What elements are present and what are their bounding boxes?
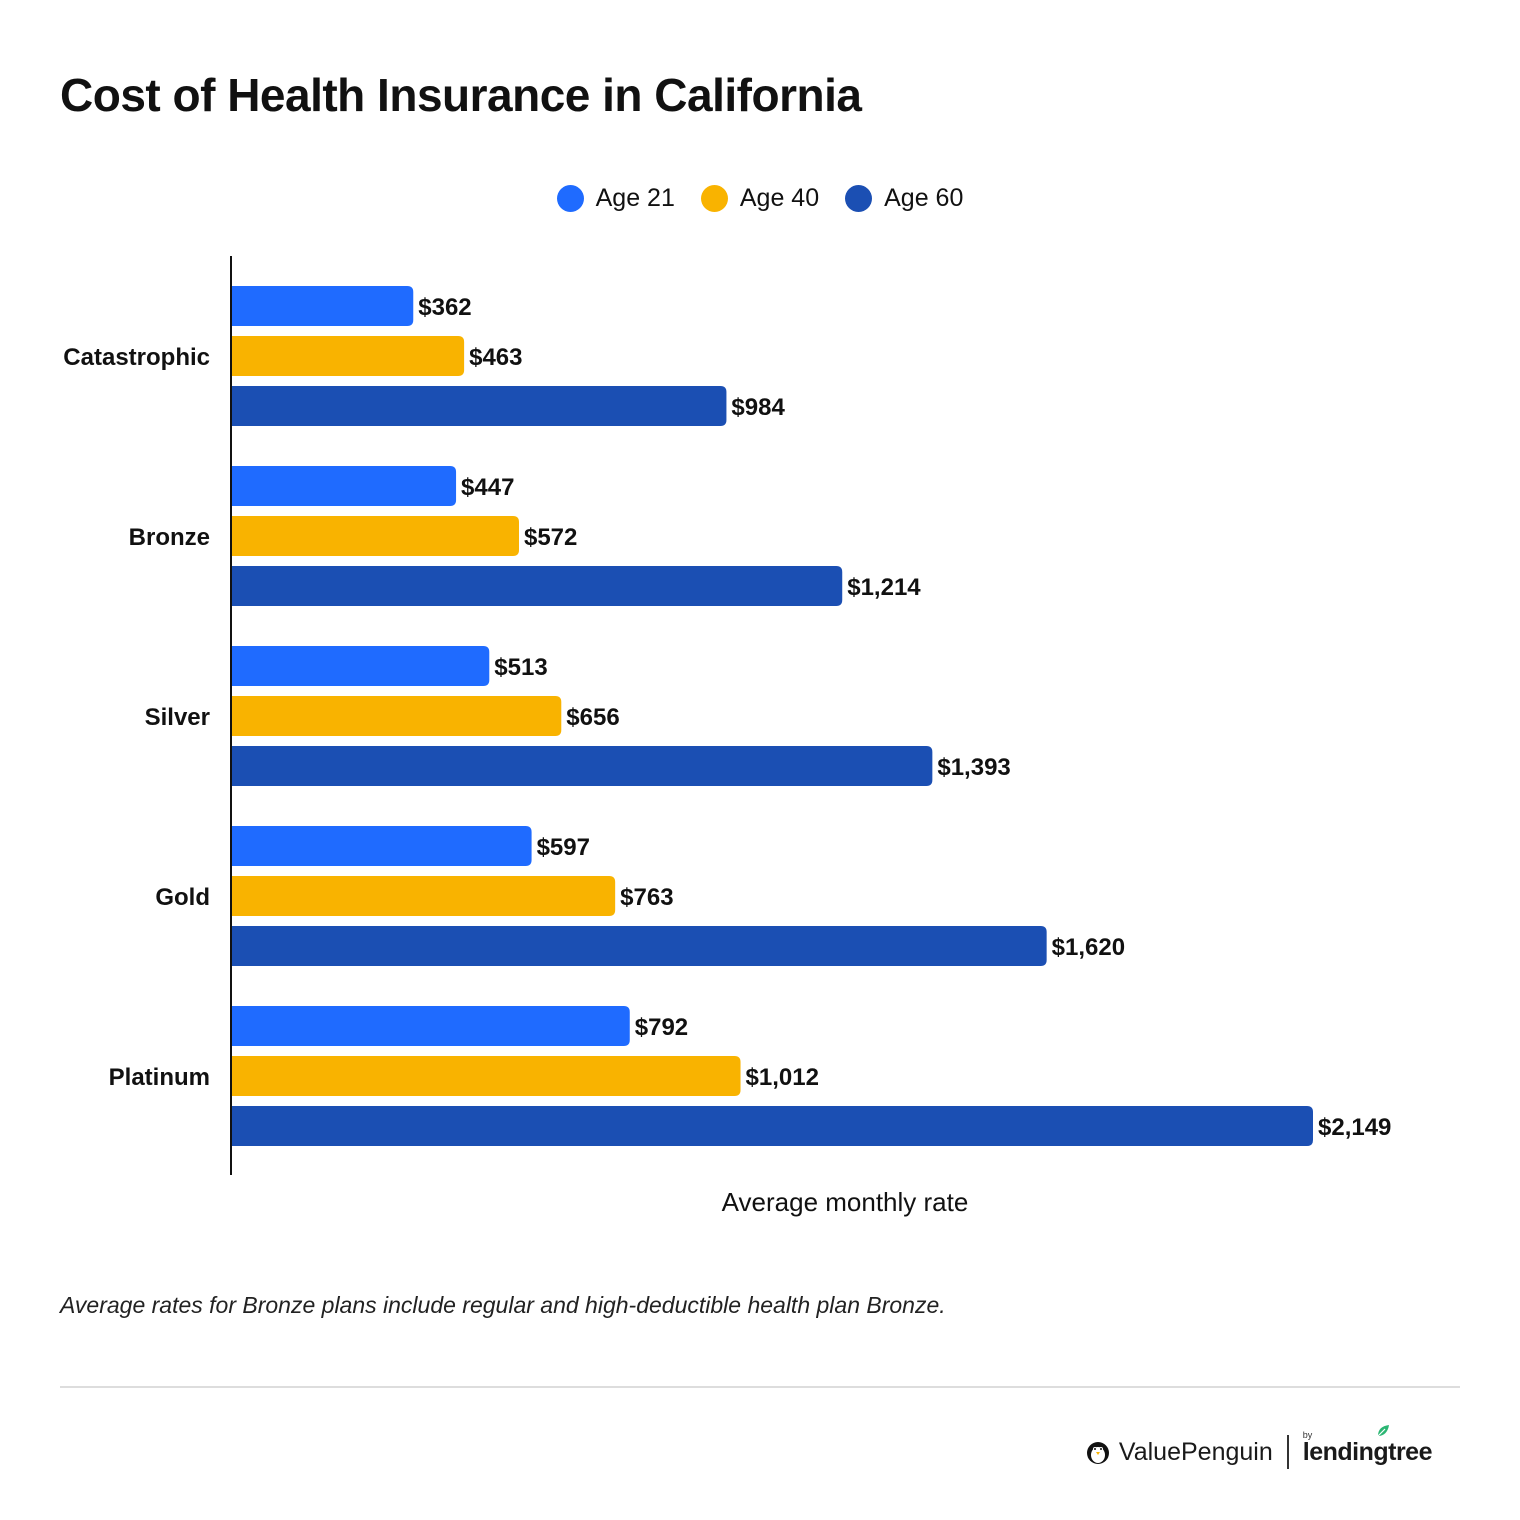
legend-item-age-60: Age 60 [845,184,963,213]
data-label-silver-age-60: $1,393 [937,754,1010,781]
legend-swatch-age-21 [556,185,584,212]
chart-legend: Age 21 Age 40 Age 60 [0,184,1520,213]
bar-bronze-age-60 [231,566,843,606]
legend-label-age-40: Age 40 [739,184,820,212]
bar-gold-age-60 [231,926,1047,966]
brand-separator [1286,1435,1289,1469]
legend-swatch-age-40 [700,185,728,212]
chart-footnote: Average rates for Bronze plans include r… [60,1292,946,1318]
bar-catastrophic-age-60 [231,386,727,426]
bar-catastrophic-age-40 [231,336,465,376]
chart-title: Cost of Health Insurance in California [60,69,862,121]
category-label-platinum: Platinum [109,1064,210,1091]
data-label-silver-age-40: $656 [566,704,619,731]
bar-bronze-age-21 [231,466,457,506]
brand-logo: ValuePenguin by lendingtree [1085,1424,1433,1472]
bar-platinum-age-40 [231,1056,741,1096]
data-label-platinum-age-60: $2,149 [1318,1114,1391,1141]
bar-gold-age-40 [231,876,616,916]
legend-item-age-21: Age 21 [556,184,675,213]
legend-swatch-age-60 [845,185,873,212]
category-label-silver: Silver [145,704,210,731]
data-label-catastrophic-age-60: $984 [731,394,785,421]
bar-platinum-age-60 [231,1106,1313,1146]
lendingtree-by-text: by [1302,1429,1313,1440]
legend-label-age-60: Age 60 [884,184,964,212]
bar-catastrophic-age-21 [231,286,414,326]
data-label-gold-age-21: $597 [537,834,590,861]
bar-bronze-age-40 [231,516,519,556]
data-label-gold-age-60: $1,620 [1052,934,1125,961]
category-label-bronze: Bronze [129,524,210,551]
data-label-silver-age-21: $513 [494,654,547,681]
data-label-bronze-age-21: $447 [461,474,514,501]
data-label-catastrophic-age-40: $463 [469,344,522,371]
bar-silver-age-60 [231,746,933,786]
footer-divider [60,1386,1460,1388]
bar-platinum-age-21 [231,1006,630,1046]
valuepenguin-wordmark: ValuePenguin [1118,1437,1273,1466]
penguin-icon [1086,1442,1109,1464]
bar-gold-age-21 [231,826,532,866]
legend-label-age-21: Age 21 [595,184,675,212]
bar-silver-age-21 [231,646,490,686]
lendingtree-wordmark: lendingtree [1302,1437,1433,1466]
data-label-platinum-age-21: $792 [635,1014,688,1041]
data-label-gold-age-40: $763 [620,884,673,911]
x-axis-label: Average monthly rate [722,1187,969,1217]
bar-chart: $362 $463 $984 Catastrophic $447 $572 $1,214 Br… [63,256,1391,1217]
data-label-bronze-age-40: $572 [524,524,577,551]
data-label-bronze-age-60: $1,214 [847,574,921,601]
legend-item-age-40: Age 40 [700,184,820,213]
bar-silver-age-40 [231,696,562,736]
lendingtree-logo: by lendingtree [1302,1424,1433,1467]
category-label-catastrophic: Catastrophic [63,344,210,371]
data-label-platinum-age-40: $1,012 [746,1064,819,1091]
category-label-gold: Gold [155,884,210,911]
leaf-icon [1377,1424,1389,1436]
data-label-catastrophic-age-21: $362 [418,294,471,321]
